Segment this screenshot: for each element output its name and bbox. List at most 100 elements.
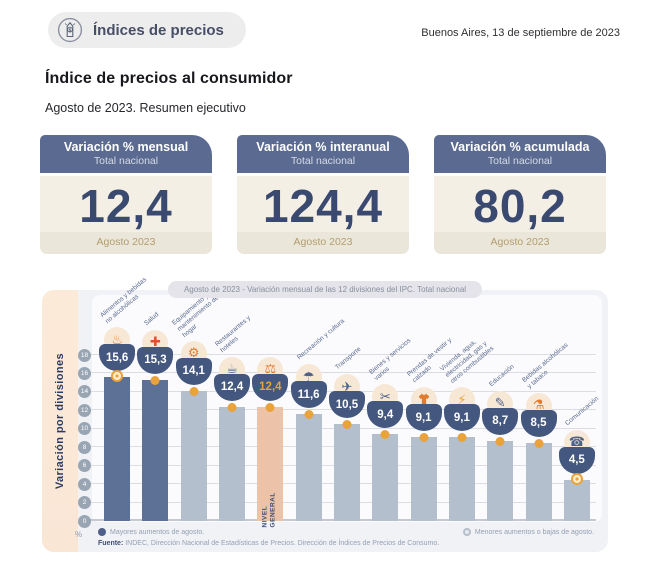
bar-marker [265,402,275,412]
bar-marker [189,386,199,396]
y-axis-tick: 8 [78,440,91,454]
bar [104,377,131,521]
bar-marker [419,433,429,443]
top-bar: $ Índices de precios Buenos Aires, 13 de… [0,0,650,48]
bar-column-9: 9,1 Prendas de vestir y calzado [404,337,453,521]
chart-legend: Mayores aumentos de agosto. Menores aume… [98,528,594,536]
card-subtitle: Total nacional [487,155,553,167]
card-body: 12,4 [40,176,212,232]
bar [525,442,552,521]
card-yearly-variation: Variación % interanual Total nacional 12… [237,135,409,254]
y-axis-tick: 4 [78,477,91,491]
bar [180,390,207,521]
y-axis-tick: 2 [78,496,91,510]
bar-marker [495,436,505,446]
value-badge: 8,5 [520,409,557,437]
card-title: Variación % mensual [63,140,189,154]
card-period: Agosto 2023 [434,232,606,254]
source-text: INDEC, Dirección Nacional de Estadística… [125,540,440,547]
value-badge: 12,4 [252,373,289,401]
price-tag-icon: $ [57,17,83,43]
bar-marker [380,430,390,440]
report-section-badge[interactable]: $ Índices de precios [48,12,246,48]
card-period: Agosto 2023 [40,232,212,254]
y-axis-tick: 0 [78,514,91,528]
bar [372,434,399,521]
bar-marker [457,433,467,443]
nivel-general-bar-label: NIVEL GENERAL [261,492,278,528]
card-title: Variación % acumulada [450,140,590,154]
y-axis-tick: 16 [78,366,91,380]
card-period: Agosto 2023 [237,232,409,254]
legend-item-lower: Menores aumentos o bajas de agosto. [462,528,594,536]
card-body: 80,2 [434,176,606,232]
value-badge: 10,5 [328,391,365,419]
svg-text:$: $ [68,27,71,33]
card-body: 124,4 [237,176,409,232]
bar-column-5: NIVEL GENERAL 12,4 ⚖ [251,355,289,528]
bar [410,437,437,521]
bar-marker [227,402,237,412]
bar-column-12: 8,5 ⚗ Bebidas alcohólicas y tabaco [519,342,569,521]
value-badge: 14,1 [175,357,212,385]
category-label: Comunicación [564,395,601,427]
bar-column-8: 9,4 ✂ Bienes y servicios varios [366,337,412,521]
filled-dot-icon [98,528,106,536]
bar-marker [342,420,352,430]
y-axis-tick: 12 [78,403,91,417]
source-prefix: Fuente: [98,540,124,547]
card-header: Variación % mensual Total nacional [40,135,212,173]
report-badge-label: Índices de precios [93,21,224,39]
page-title: Índice de precios al consumidor [45,70,293,87]
bar-column-4: 12,4 ☕ Restaurantes y hoteles [213,315,252,521]
card-value: 80,2 [473,180,567,232]
legend-label: Mayores aumentos de agosto. [110,528,205,536]
value-badge: 11,6 [290,381,327,409]
bar-column-10: 9,1 ⚡ Vivienda, agua, electricidad, gas y … [439,338,495,521]
bar-marker [304,410,314,420]
card-subtitle: Total nacional [93,155,159,167]
card-value: 124,4 [262,180,384,232]
bar-column-13: 4,5 ☎ Comunicación [558,355,600,521]
card-header: Variación % interanual Total nacional [237,135,409,173]
bar [219,406,246,521]
value-badge: 9,4 [367,401,404,429]
ring-dot-icon [462,528,471,536]
bar-marker [534,438,544,448]
bar [333,424,360,521]
bar [448,437,475,521]
y-axis-tick: 10 [78,422,91,436]
bar-marker [150,375,160,385]
chart-ylabel: Variación por divisiones [54,352,66,490]
legend-item-higher: Mayores aumentos de agosto. [98,528,204,536]
bar [142,379,169,521]
bar-marker [111,370,124,383]
value-badge: 15,6 [99,344,136,372]
value-badge: 9,1 [405,404,442,432]
gridline [88,354,596,355]
bar-column-1: 15,6 ♨ Alimentos y bebidas no alcohólicas [98,276,149,521]
ipc-divisions-chart-card: Agosto de 2023 - Variación mensual de la… [42,276,608,552]
y-axis-tick: 14 [78,385,91,399]
card-subtitle: Total nacional [290,155,356,167]
y-axis-tick: 6 [78,459,91,473]
card-accumulated-variation: Variación % acumulada Total nacional 80,… [434,135,606,254]
card-title: Variación % interanual [256,140,390,154]
summary-cards: Variación % mensual Total nacional 12,4 … [40,135,606,254]
y-axis-label-strip: Variación por divisiones [42,290,78,552]
gridline [88,372,596,374]
value-badge: 12,4 [214,373,251,401]
bar-column-3: 14,1 ⚙ Equipamiento y mantenimiento del ho… [171,292,221,521]
page-subtitle: Agosto de 2023. Resumen ejecutivo [45,101,246,115]
value-badge: 9,1 [443,404,480,432]
value-badge: 15,3 [137,346,174,374]
bar [563,479,590,521]
y-axis-tick: 18 [78,348,91,362]
value-badge: 4,5 [558,446,595,474]
bar-column-2: 15,3 ✚ Salud [136,311,174,521]
bar-column-11: 8,7 ✎ Educación [481,355,519,521]
bar [257,406,284,521]
value-badge: 8,7 [482,407,519,435]
chart-source: Fuente: INDEC, Dirección Nacional de Est… [98,540,439,547]
